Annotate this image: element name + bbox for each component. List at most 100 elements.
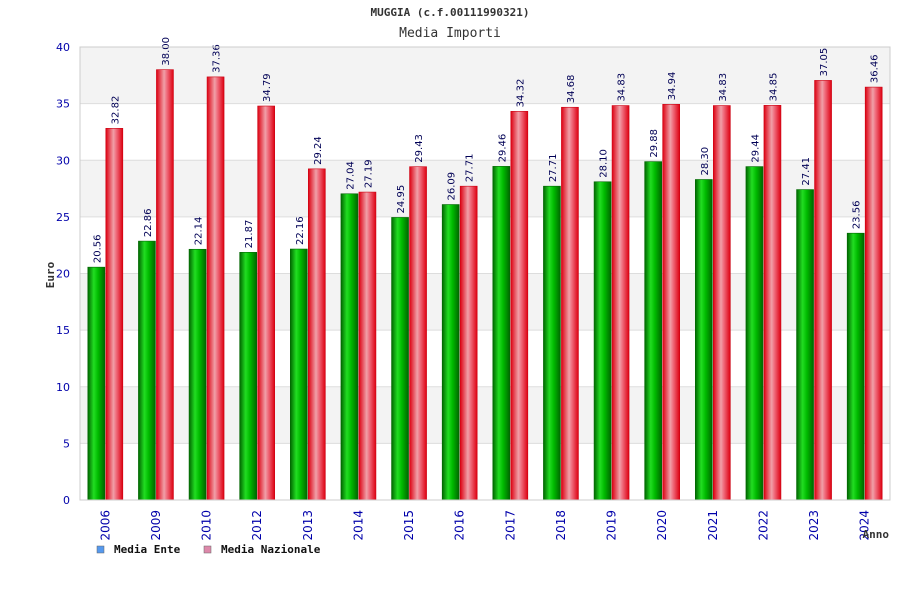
- bar-media-nazionale-2013: [308, 168, 326, 501]
- data-label-media-ente-2019: 28.10: [599, 149, 610, 178]
- data-label-media-nazionale-2020: 34.94: [667, 72, 678, 101]
- x-tick-label-2015: 2015: [402, 510, 416, 541]
- bar-media-ente-2016: [441, 204, 460, 501]
- bar-media-nazionale-2014: [358, 191, 377, 501]
- x-tick-label-2024: 2024: [858, 510, 872, 541]
- data-label-media-ente-2009: 22.86: [143, 208, 154, 237]
- data-label-media-ente-2015: 24.95: [396, 185, 407, 214]
- data-label-media-nazionale-2014: 27.19: [363, 159, 374, 188]
- legend-swatch-media-nazionale: [203, 545, 212, 554]
- legend-swatch-media-ente: [96, 545, 105, 554]
- bar-media-ente-2019: [593, 181, 612, 501]
- bar-media-nazionale-2016: [459, 185, 478, 501]
- data-label-media-ente-2021: 28.30: [700, 147, 711, 176]
- bar-media-nazionale-2021: [713, 105, 731, 501]
- x-tick-label-2022: 2022: [756, 510, 770, 541]
- bar-media-ente-2006: [87, 266, 106, 501]
- data-label-media-nazionale-2006: 32.82: [110, 96, 121, 125]
- bar-media-ente-2023: [796, 189, 814, 501]
- data-label-media-nazionale-2024: 36.46: [870, 54, 881, 83]
- x-axis-ticks: 2006 2009 2010 2012 2013 2014 2015 2016 2017 2018…: [98, 510, 871, 541]
- bar-media-ente-2022: [745, 166, 764, 501]
- bar-media-nazionale-2010: [206, 76, 225, 501]
- y-tick-label: 10: [56, 381, 70, 394]
- y-tick-label: 0: [63, 494, 70, 507]
- y-tick-label: 40: [56, 41, 70, 54]
- bar-media-ente-2009: [138, 240, 156, 501]
- data-label-media-ente-2017: 29.46: [497, 134, 508, 163]
- x-tick-label-2014: 2014: [351, 510, 365, 541]
- x-tick-label-2012: 2012: [250, 510, 264, 541]
- bar-media-ente-2021: [695, 179, 713, 501]
- data-label-media-ente-2010: 22.14: [194, 217, 205, 246]
- x-tick-label-2018: 2018: [554, 510, 568, 541]
- bar-media-nazionale-2012: [257, 105, 275, 501]
- bar-media-ente-2010: [188, 248, 207, 501]
- bar-media-ente-2015: [391, 217, 409, 501]
- x-tick-label-2006: 2006: [98, 510, 112, 541]
- y-tick-label: 5: [63, 437, 70, 450]
- x-tick-label-2017: 2017: [503, 510, 517, 541]
- bar-media-ente-2013: [290, 248, 308, 501]
- data-label-media-nazionale-2017: 34.32: [515, 79, 526, 108]
- bar-media-nazionale-2023: [814, 80, 832, 501]
- bar-media-ente-2020: [644, 161, 662, 501]
- data-label-media-ente-2018: 27.71: [548, 154, 559, 183]
- bar-media-ente-2018: [543, 185, 561, 501]
- data-label-media-nazionale-2022: 34.85: [768, 73, 779, 102]
- data-label-media-ente-2006: 20.56: [92, 235, 103, 264]
- bar-media-nazionale-2019: [611, 105, 630, 501]
- bars: [87, 69, 883, 501]
- bar-media-nazionale-2024: [864, 86, 883, 501]
- y-tick-label: 35: [56, 98, 70, 111]
- data-label-media-ente-2016: 26.09: [447, 172, 458, 201]
- x-tick-label-2023: 2023: [807, 510, 821, 541]
- data-label-media-nazionale-2015: 29.43: [414, 134, 425, 163]
- data-label-media-nazionale-2010: 37.36: [212, 44, 223, 73]
- data-label-media-nazionale-2009: 38.00: [161, 37, 172, 66]
- plot-frame: [79, 46, 891, 501]
- bar-media-ente-2012: [239, 252, 257, 501]
- data-label-media-ente-2023: 27.41: [801, 157, 812, 186]
- bar-media-nazionale-2020: [662, 104, 680, 501]
- x-tick-label-2010: 2010: [200, 510, 214, 541]
- chart-title: MUGGIA (c.f.00111990321): [371, 6, 530, 19]
- bar-media-nazionale-2022: [763, 105, 782, 501]
- data-label-media-ente-2022: 29.44: [750, 134, 761, 163]
- data-label-media-ente-2014: 27.04: [345, 161, 356, 190]
- bar-media-nazionale-2009: [156, 69, 174, 501]
- x-tick-label-2009: 2009: [149, 510, 163, 541]
- data-label-media-nazionale-2016: 27.71: [465, 154, 476, 183]
- y-tick-label: 20: [56, 268, 70, 281]
- data-labels: 20.56 32.82 22.86 38.00 22.14 37.36 21.87 34.79…: [92, 37, 880, 263]
- x-tick-label-2016: 2016: [453, 510, 467, 541]
- y-axis-label: Euro: [44, 261, 57, 288]
- bar-media-nazionale-2015: [409, 166, 427, 501]
- data-label-media-ente-2013: 22.16: [295, 216, 306, 245]
- data-label-media-nazionale-2019: 34.83: [617, 73, 628, 102]
- bar-media-nazionale-2017: [510, 111, 529, 501]
- data-label-media-nazionale-2021: 34.83: [718, 73, 729, 102]
- data-label-media-nazionale-2023: 37.05: [819, 48, 830, 77]
- bar-media-nazionale-2018: [561, 106, 579, 501]
- legend: Media Ente Media Nazionale: [96, 543, 321, 556]
- data-label-media-ente-2024: 23.56: [852, 201, 863, 230]
- x-tick-label-2019: 2019: [605, 510, 619, 541]
- x-tick-label-2021: 2021: [706, 510, 720, 541]
- data-label-media-nazionale-2012: 34.79: [262, 73, 273, 102]
- legend-label-media-ente: Media Ente: [114, 543, 181, 556]
- x-axis-label: Anno: [863, 528, 890, 541]
- bar-media-ente-2017: [492, 166, 511, 501]
- bar-media-ente-2024: [846, 232, 865, 501]
- y-tick-label: 15: [56, 324, 70, 337]
- chart-subtitle: Media Importi: [399, 26, 501, 41]
- y-tick-label: 25: [56, 211, 70, 224]
- data-label-media-nazionale-2013: 29.24: [313, 136, 324, 165]
- bar-media-ente-2014: [340, 193, 359, 501]
- y-axis-ticks: 0 5 10 15 20 25 30 35 40: [56, 41, 70, 507]
- data-label-media-ente-2012: 21.87: [244, 220, 255, 249]
- x-tick-label-2013: 2013: [301, 510, 315, 541]
- y-tick-label: 30: [56, 154, 70, 167]
- data-label-media-nazionale-2018: 34.68: [566, 75, 577, 104]
